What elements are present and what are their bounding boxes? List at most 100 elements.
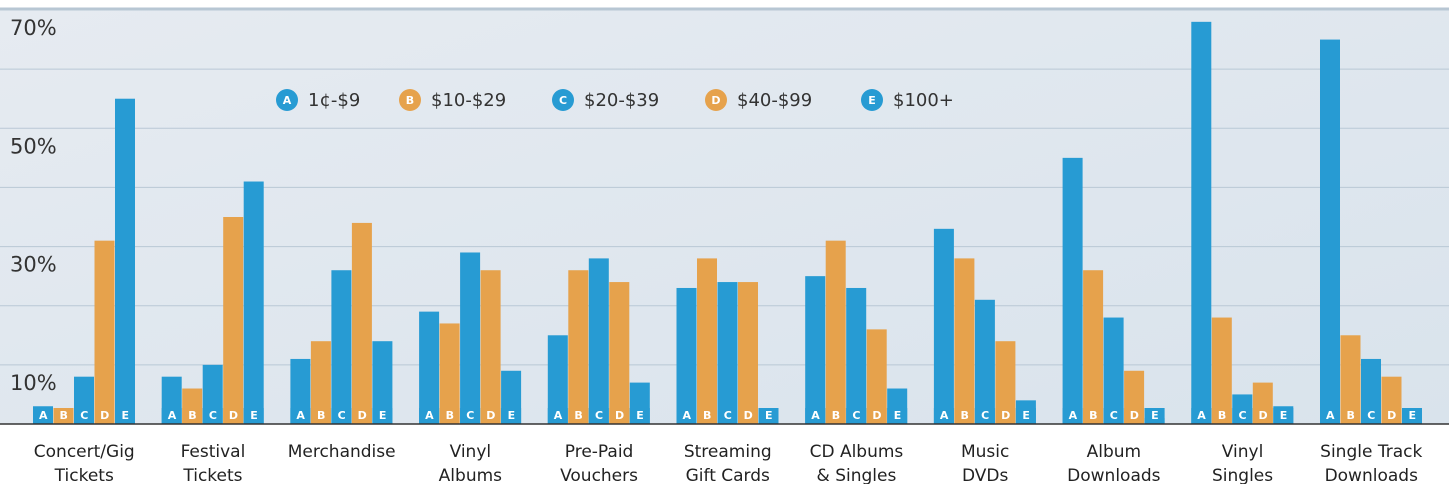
bar: [588, 258, 609, 424]
bar: [825, 240, 846, 424]
bar-code-box: [676, 408, 697, 424]
bar-code-box: [933, 408, 954, 424]
bar-code-box: [33, 408, 53, 424]
legend-code: D: [711, 94, 720, 107]
bar-code: B: [317, 409, 325, 422]
bar-code: B: [446, 409, 454, 422]
bar-code-box: [1015, 408, 1036, 424]
bar: [933, 228, 954, 424]
bar-code: E: [1408, 409, 1416, 422]
bar-code-box: [887, 408, 908, 424]
bar-code: B: [188, 409, 196, 422]
x-tick-label: Pre-Paid: [565, 442, 634, 462]
bar-code: D: [229, 409, 238, 422]
bar-code-box: [202, 408, 223, 424]
bar: [568, 270, 589, 424]
legend-item: C $20-$39: [552, 89, 659, 111]
bar-code-box: [1252, 408, 1273, 424]
bar: [995, 341, 1016, 424]
x-tick-label: Gift Cards: [686, 466, 770, 484]
bar: [351, 222, 372, 424]
bar-code: D: [100, 409, 109, 422]
y-tick-label: 50%: [10, 134, 57, 158]
legend-item: E $100+: [861, 89, 954, 111]
bar-code-box: [825, 408, 846, 424]
legend-code: B: [406, 94, 414, 107]
bar-code-box: [243, 408, 264, 424]
bar-code: E: [1022, 409, 1030, 422]
bar-code-box: [954, 408, 975, 424]
legend-label: $10-$29: [431, 90, 506, 111]
bar-code-box: [866, 408, 887, 424]
bar-code: C: [1239, 409, 1247, 422]
legend-code: E: [868, 94, 876, 107]
bar-code: C: [981, 409, 989, 422]
bar-code-box: [439, 408, 460, 424]
bar-code: C: [80, 409, 88, 422]
bar-code-box: [568, 408, 589, 424]
bar: [866, 329, 887, 424]
bar-code: B: [1218, 409, 1226, 422]
legend-code: A: [283, 94, 292, 107]
bar: [676, 287, 697, 424]
bar-code-box: [331, 408, 352, 424]
bar: [419, 311, 440, 424]
bar-code-box: [846, 408, 867, 424]
legend-label: $40-$99: [737, 90, 812, 111]
x-tick-label: Concert/Gig: [34, 442, 135, 462]
bar-code-box: [480, 408, 501, 424]
bar: [974, 299, 995, 424]
legend-label: $100+: [893, 90, 954, 111]
bar: [547, 335, 568, 424]
x-tick-label: Vinyl: [450, 442, 492, 462]
bar-code: E: [636, 409, 644, 422]
bar-code-box: [223, 408, 244, 424]
bar-code-box: [501, 408, 522, 424]
bar-code-box: [1320, 408, 1340, 424]
legend-code: C: [559, 94, 567, 107]
bar-code-box: [351, 408, 372, 424]
bar-code-box: [372, 408, 393, 424]
bar-code: E: [508, 409, 516, 422]
bar-code: A: [1069, 409, 1078, 422]
bar: [1361, 358, 1381, 424]
bar-code-box: [1103, 408, 1124, 424]
bar-code: D: [1130, 409, 1139, 422]
bar-code: D: [872, 409, 881, 422]
bar-code-box: [1191, 408, 1212, 424]
bar-code: E: [1151, 409, 1159, 422]
bar: [697, 258, 717, 424]
bar-code: D: [1387, 409, 1396, 422]
x-tick-label: Merchandise: [288, 442, 396, 462]
bar-code-box: [974, 408, 995, 424]
legend-marker: [861, 89, 883, 111]
bar-code: C: [1110, 409, 1118, 422]
bar-code: E: [121, 409, 129, 422]
y-tick-label: 30%: [10, 253, 57, 277]
bar-code-box: [588, 408, 609, 424]
bar-code: E: [250, 409, 258, 422]
x-tick-label: Festival: [181, 442, 246, 462]
bar: [223, 217, 244, 424]
bar-code: A: [1326, 409, 1335, 422]
bar-code: D: [486, 409, 495, 422]
y-tick-label: 10%: [10, 371, 57, 395]
bar-code: A: [682, 409, 691, 422]
x-tick-label: Streaming: [684, 442, 772, 462]
bar-code-box: [995, 408, 1016, 424]
bar: [439, 323, 460, 424]
bar-code: B: [832, 409, 840, 422]
bar: [1211, 317, 1232, 424]
bar: [115, 98, 135, 424]
bar: [846, 287, 867, 424]
bar-code: B: [574, 409, 582, 422]
bar-code: C: [1367, 409, 1375, 422]
bar-code: B: [1089, 409, 1097, 422]
bar-code: C: [724, 409, 732, 422]
legend-label: 1¢-$9: [308, 90, 360, 111]
bar-code: C: [466, 409, 474, 422]
x-tick-label: Downloads: [1067, 466, 1161, 484]
bar-code-box: [547, 408, 568, 424]
bar: [1062, 157, 1083, 424]
